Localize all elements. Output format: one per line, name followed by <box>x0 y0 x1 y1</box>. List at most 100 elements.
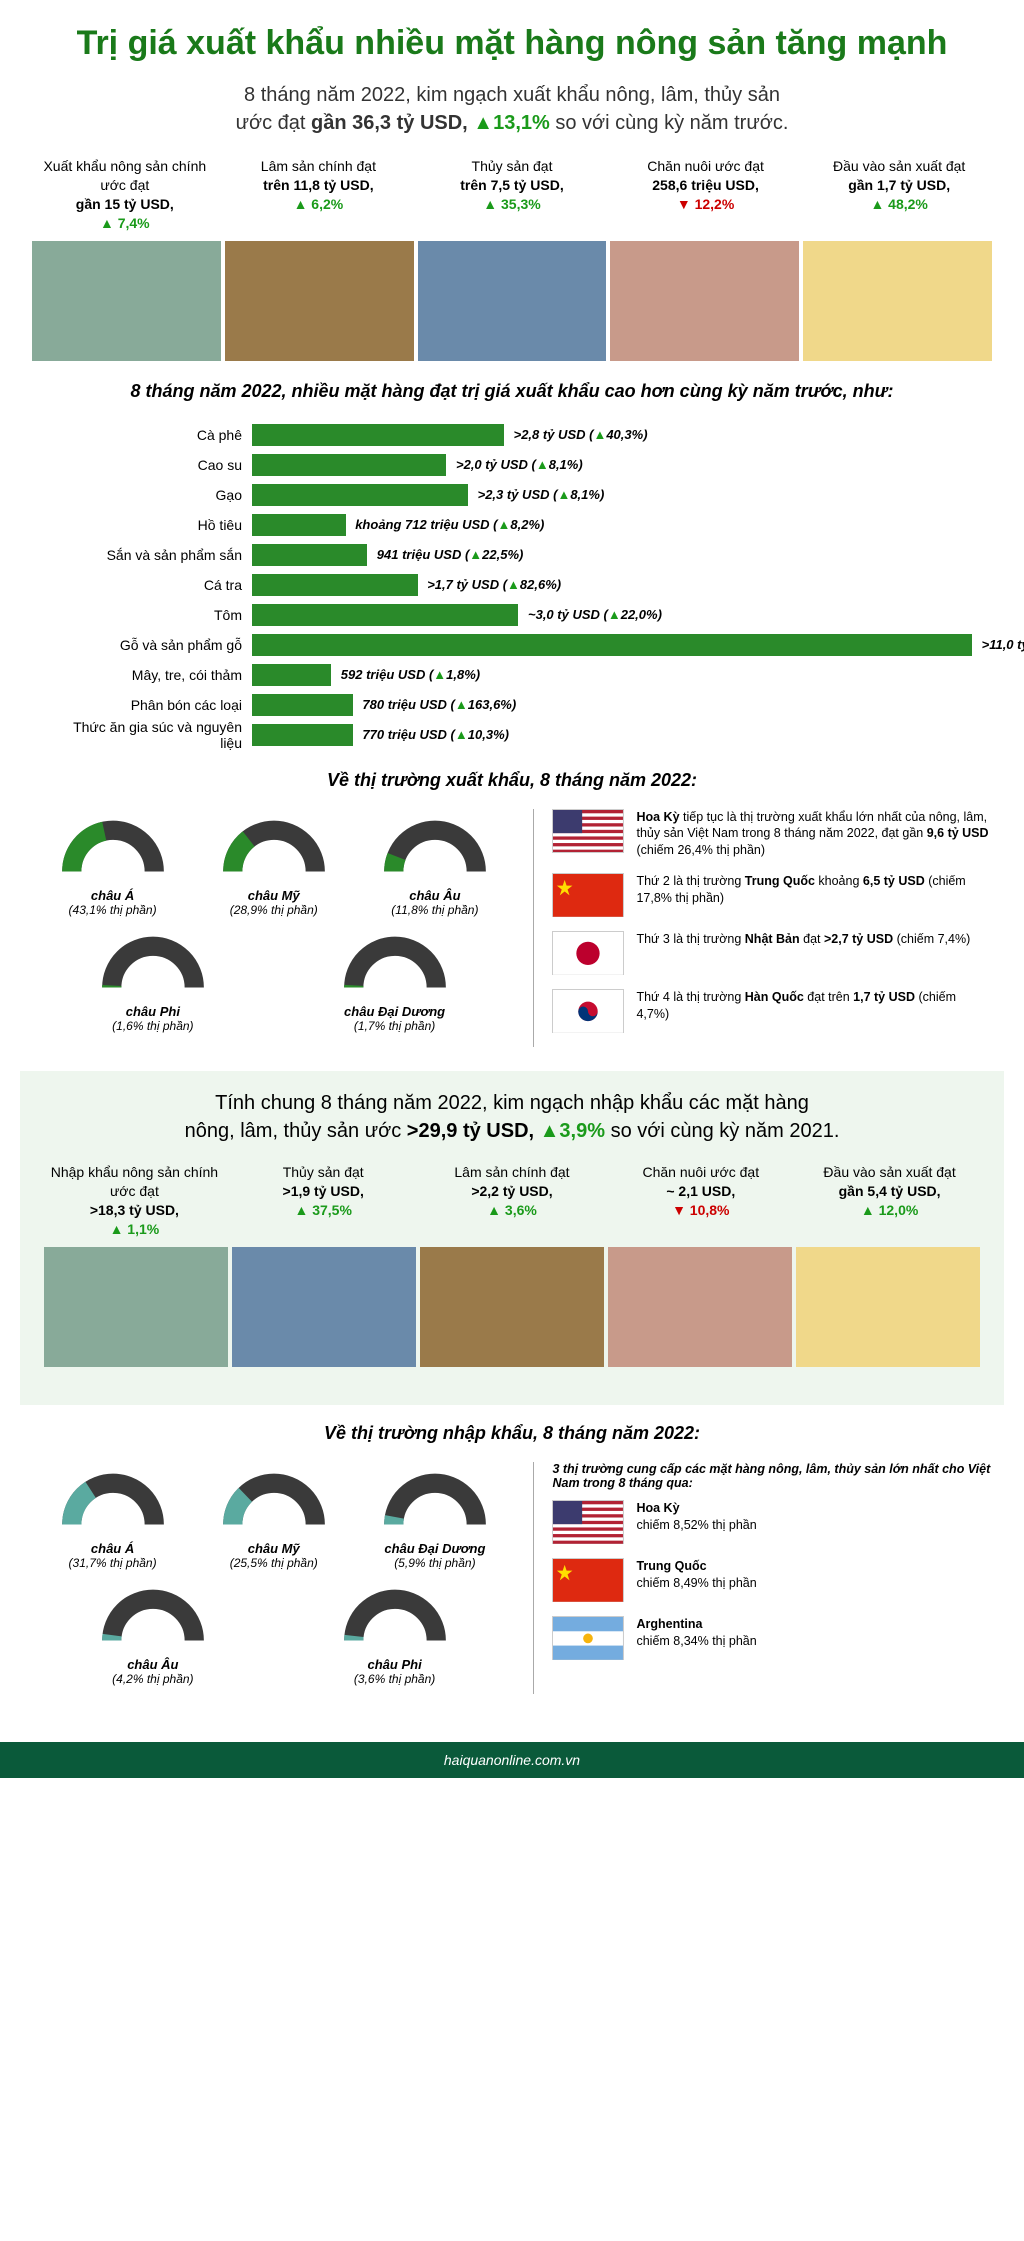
export-markets: châu Á(43,1% thị phần) châu Mỹ(28,9% thị… <box>32 809 992 1048</box>
import-stats-row: Nhập khẩu nông sản chính ước đạt>18,3 tỷ… <box>44 1163 980 1239</box>
country-text: Arghentinachiếm 8,34% thị phần <box>636 1616 756 1650</box>
bar-value: >2,0 tỷ USD (▲8,1%) <box>446 454 582 476</box>
country-row: Thứ 3 là thị trường Nhật Bản đạt >2,7 tỷ… <box>552 931 992 975</box>
bar-value: >2,8 tỷ USD (▲40,3%) <box>504 424 648 446</box>
bar-row: Hồ tiêu khoảng 712 triệu USD (▲8,2%) <box>52 510 972 540</box>
export-market-heading: Về thị trường xuất khẩu, 8 tháng năm 202… <box>32 770 992 791</box>
page-title: Trị giá xuất khẩu nhiều mặt hàng nông sả… <box>32 24 992 63</box>
category-image <box>803 241 992 361</box>
bar-row: Sắn và sản phẩm sắn 941 triệu USD (▲22,5… <box>52 540 972 570</box>
category-image <box>608 1247 792 1367</box>
bar-label: Gạo <box>52 487 252 503</box>
export-donuts: châu Á(43,1% thị phần) châu Mỹ(28,9% thị… <box>32 809 515 1048</box>
export-stats-row: Xuất khẩu nông sản chính ước đạtgần 15 t… <box>32 157 992 233</box>
bar-label: Gỗ và sản phẩm gỗ <box>52 637 252 653</box>
bar-label: Sắn và sản phẩm sắn <box>52 547 252 563</box>
country-row: Thứ 4 là thị trường Hàn Quốc đạt trên 1,… <box>552 989 992 1033</box>
donut-cell: châu Á(31,7% thị phần) <box>58 1462 168 1570</box>
stat-col: Đầu vào sản xuất đạtgần 1,7 tỷ USD,▲ 48,… <box>806 157 992 233</box>
stat-col: Chăn nuôi ước đạt~ 2,1 USD,▼ 10,8% <box>610 1163 791 1239</box>
country-text: Thứ 3 là thị trường Nhật Bản đạt >2,7 tỷ… <box>636 931 970 948</box>
bar-row: Tôm ~3,0 tỷ USD (▲22,0%) <box>52 600 972 630</box>
stat-col: Lâm sản chính đạttrên 11,8 tỷ USD,▲ 6,2% <box>226 157 412 233</box>
flag-icon <box>552 1616 624 1660</box>
flag-icon <box>552 873 624 917</box>
bar-label: Tôm <box>52 607 252 623</box>
bar-row: Phân bón các loại 780 triệu USD (▲163,6%… <box>52 690 972 720</box>
category-image <box>32 241 221 361</box>
import-images-row <box>44 1247 980 1367</box>
bar-value: >11,0 tỷ USD (▲6,5%) <box>972 634 1024 656</box>
country-text: Hoa Kỳchiếm 8,52% thị phần <box>636 1500 756 1534</box>
category-image <box>44 1247 228 1367</box>
donut-cell: châu Đại Dương(5,9% thị phần) <box>380 1462 490 1570</box>
bar-label: Cao su <box>52 457 252 473</box>
bar-row: Cà phê >2,8 tỷ USD (▲40,3%) <box>52 420 972 450</box>
category-image <box>610 241 799 361</box>
country-row: Hoa Kỳchiếm 8,52% thị phần <box>552 1500 992 1544</box>
country-row: Thứ 2 là thị trường Trung Quốc khoảng 6,… <box>552 873 992 917</box>
bar-row: Mây, tre, cói thảm 592 triệu USD (▲1,8%) <box>52 660 972 690</box>
flag-icon <box>552 1500 624 1544</box>
bar-value: khoảng 712 triệu USD (▲8,2%) <box>346 514 545 536</box>
stat-col: Thủy sản đạttrên 7,5 tỷ USD,▲ 35,3% <box>419 157 605 233</box>
bar-label: Thức ăn gia súc và nguyên liệu <box>52 719 252 751</box>
import-markets: châu Á(31,7% thị phần) châu Mỹ(25,5% thị… <box>32 1462 992 1694</box>
footer: haiquanonline.com.vn <box>0 1742 1024 1778</box>
category-image <box>232 1247 416 1367</box>
stat-col: Chăn nuôi ước đạt258,6 triệu USD,▼ 12,2% <box>613 157 799 233</box>
bar-row: Cá tra >1,7 tỷ USD (▲82,6%) <box>52 570 972 600</box>
bar-row: Cao su >2,0 tỷ USD (▲8,1%) <box>52 450 972 480</box>
bar-value: >2,3 tỷ USD (▲8,1%) <box>468 484 604 506</box>
bar-value: >1,7 tỷ USD (▲82,6%) <box>418 574 562 596</box>
stat-col: Nhập khẩu nông sản chính ước đạt>18,3 tỷ… <box>44 1163 225 1239</box>
flag-icon <box>552 989 624 1033</box>
stat-col: Lâm sản chính đạt>2,2 tỷ USD,▲ 3,6% <box>422 1163 603 1239</box>
import-donuts: châu Á(31,7% thị phần) châu Mỹ(25,5% thị… <box>32 1462 515 1694</box>
country-row: Hoa Kỳ tiếp tục là thị trường xuất khẩu … <box>552 809 992 860</box>
donut-cell: châu Âu(4,2% thị phần) <box>98 1578 208 1686</box>
country-row: Arghentinachiếm 8,34% thị phần <box>552 1616 992 1660</box>
import-market-heading: Về thị trường nhập khẩu, 8 tháng năm 202… <box>32 1423 992 1444</box>
export-countries: Hoa Kỳ tiếp tục là thị trường xuất khẩu … <box>533 809 992 1048</box>
export-bar-chart: Cà phê >2,8 tỷ USD (▲40,3%) Cao su >2,0 … <box>52 420 972 750</box>
export-intro: 8 tháng năm 2022, kim ngạch xuất khẩu nô… <box>32 81 992 137</box>
donut-cell: châu Âu(11,8% thị phần) <box>380 809 490 917</box>
bar-label: Cá tra <box>52 577 252 593</box>
flag-icon <box>552 931 624 975</box>
donut-cell: châu Phi(3,6% thị phần) <box>340 1578 450 1686</box>
export-images-row <box>32 241 992 361</box>
import-intro: Tính chung 8 tháng năm 2022, kim ngạch n… <box>44 1089 980 1145</box>
donut-cell: châu Á(43,1% thị phần) <box>58 809 168 917</box>
import-countries: 3 thị trường cung cấp các mặt hàng nông,… <box>533 1462 992 1694</box>
bar-value: 941 triệu USD (▲22,5%) <box>367 544 523 566</box>
bar-row: Gỗ và sản phẩm gỗ >11,0 tỷ USD (▲6,5%) <box>52 630 972 660</box>
stat-col: Đầu vào sản xuất đạtgần 5,4 tỷ USD,▲ 12,… <box>799 1163 980 1239</box>
category-image <box>796 1247 980 1367</box>
import-countries-sub: 3 thị trường cung cấp các mặt hàng nông,… <box>552 1462 992 1490</box>
flag-icon <box>552 809 624 853</box>
flag-icon <box>552 1558 624 1602</box>
bar-label: Mây, tre, cói thảm <box>52 667 252 683</box>
category-image <box>225 241 414 361</box>
country-row: Trung Quốcchiếm 8,49% thị phần <box>552 1558 992 1602</box>
country-text: Thứ 4 là thị trường Hàn Quốc đạt trên 1,… <box>636 989 992 1023</box>
donut-cell: châu Mỹ(28,9% thị phần) <box>219 809 329 917</box>
country-text: Thứ 2 là thị trường Trung Quốc khoảng 6,… <box>636 873 992 907</box>
bar-value: 780 triệu USD (▲163,6%) <box>353 694 516 716</box>
bar-label: Hồ tiêu <box>52 517 252 533</box>
bar-chart-heading: 8 tháng năm 2022, nhiều mặt hàng đạt trị… <box>32 381 992 402</box>
category-image <box>418 241 607 361</box>
country-text: Hoa Kỳ tiếp tục là thị trường xuất khẩu … <box>636 809 992 860</box>
bar-label: Cà phê <box>52 427 252 443</box>
stat-col: Thủy sản đạt>1,9 tỷ USD,▲ 37,5% <box>233 1163 414 1239</box>
bar-row: Gạo >2,3 tỷ USD (▲8,1%) <box>52 480 972 510</box>
donut-cell: châu Phi(1,6% thị phần) <box>98 925 208 1033</box>
bar-value: 770 triệu USD (▲10,3%) <box>353 724 509 746</box>
bar-label: Phân bón các loại <box>52 697 252 713</box>
bar-value: 592 triệu USD (▲1,8%) <box>331 664 480 686</box>
bar-value: ~3,0 tỷ USD (▲22,0%) <box>518 604 662 626</box>
category-image <box>420 1247 604 1367</box>
bar-row: Thức ăn gia súc và nguyên liệu 770 triệu… <box>52 720 972 750</box>
country-text: Trung Quốcchiếm 8,49% thị phần <box>636 1558 756 1592</box>
